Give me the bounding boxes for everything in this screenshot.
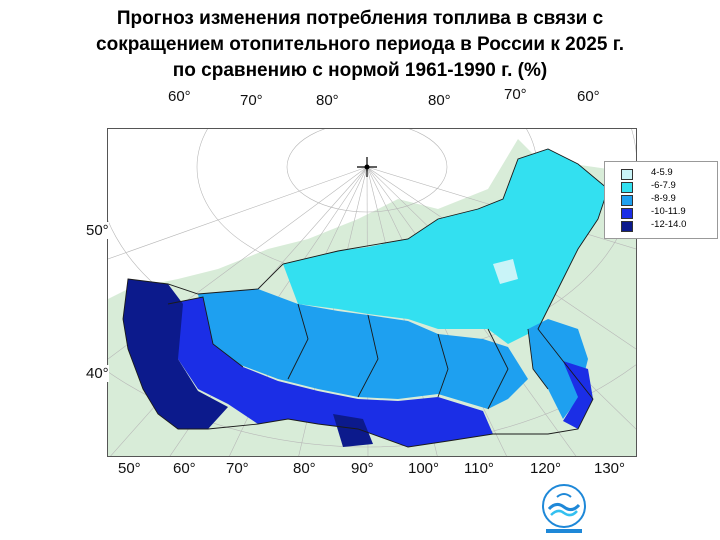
legend-label: -12-14.0 [651, 219, 687, 230]
north-pole-marker [357, 157, 377, 177]
russia-map [107, 128, 637, 457]
bottom-label-8: 120° [530, 460, 562, 477]
top-label-3: 80° [316, 92, 339, 109]
map-svg [108, 129, 636, 456]
legend-label: -10-11.9 [651, 206, 686, 217]
zone-navy-west [123, 279, 228, 429]
title-line-2: сокращением отопительного периода в Росс… [96, 34, 624, 55]
left-label-50: 50° [86, 222, 109, 239]
hydromet-wave-logo-icon [541, 483, 587, 535]
bottom-label-7: 110° [464, 460, 494, 477]
bottom-label-6: 100° [408, 460, 440, 477]
title-line-1: Прогноз изменения потребления топлива в … [116, 8, 604, 29]
map-legend: 4-5.9 -6-7.9 -8-9.9 -10-11.9 -12-14.0 [604, 161, 718, 239]
legend-item: -8-9.9 [621, 193, 711, 206]
region-borders [122, 148, 609, 448]
legend-item: -6-7.9 [621, 180, 711, 193]
bottom-label-3: 70° [226, 460, 249, 477]
bottom-label-9: 130° [594, 460, 626, 477]
top-label-4: 80° [428, 92, 451, 109]
legend-label: -6-7.9 [651, 180, 676, 191]
bottom-label-5: 90° [351, 460, 374, 477]
zone-deep-blue-east [563, 361, 593, 429]
legend-swatch [621, 208, 633, 219]
legend-item: -10-11.9 [621, 206, 711, 219]
legend-label: 4-5.9 [651, 167, 673, 178]
zone-light [493, 259, 518, 284]
zone-medium-blue-east [528, 319, 588, 419]
top-label-5: 70° [504, 86, 527, 103]
legend-swatch [621, 195, 633, 206]
bottom-label-1: 50° [118, 460, 141, 477]
legend-swatch [621, 182, 633, 193]
map-title: Прогноз изменения потребления топлива в … [20, 6, 700, 84]
title-line-3: по сравнению с нормой 1961-1990 г. (%) [172, 60, 548, 81]
bottom-label-2: 60° [173, 460, 196, 477]
arctic-ocean [108, 129, 636, 299]
legend-item: 4-5.9 [621, 167, 711, 180]
top-label-6: 60° [577, 88, 600, 105]
zone-medium-blue [198, 289, 528, 409]
legend-swatch [621, 169, 633, 180]
legend-label: -8-9.9 [651, 193, 676, 204]
zone-cyan [283, 149, 608, 344]
top-label-1: 60° [168, 88, 191, 105]
legend-item: -12-14.0 [621, 219, 711, 232]
top-label-2: 70° [240, 92, 263, 109]
legend-swatch [621, 221, 633, 232]
zone-navy-south [333, 414, 373, 447]
left-label-40: 40° [86, 365, 109, 382]
bottom-label-4: 80° [293, 460, 316, 477]
zone-deep-blue [168, 297, 493, 447]
